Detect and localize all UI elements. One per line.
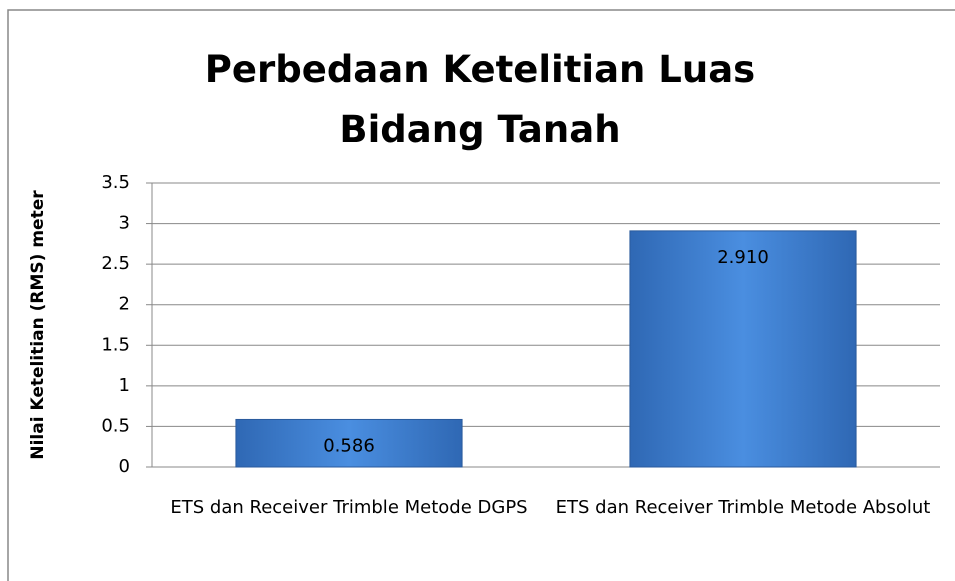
y-tick-label: 1 bbox=[119, 375, 130, 396]
bar bbox=[629, 230, 857, 468]
data-label: 2.910 bbox=[717, 247, 769, 268]
y-tick-label: 2.5 bbox=[101, 253, 130, 274]
y-tick-label: 0.5 bbox=[101, 415, 130, 436]
chart-frame bbox=[7, 9, 955, 581]
y-tick-label: 3.5 bbox=[101, 172, 130, 193]
chart-title: Perbedaan Ketelitian Luas Bidang Tanah bbox=[204, 48, 756, 151]
y-tick-label: 1.5 bbox=[101, 334, 130, 355]
x-tick-label: ETS dan Receiver Trimble Metode Absolut bbox=[555, 497, 931, 518]
x-tick-label: ETS dan Receiver Trimble Metode DGPS bbox=[170, 497, 528, 518]
y-axis-label: Nilai Ketelitian (RMS) meter bbox=[28, 190, 48, 460]
y-tick-label: 0 bbox=[119, 456, 130, 477]
data-label: 0.586 bbox=[323, 435, 375, 456]
bar bbox=[235, 418, 463, 468]
y-tick-label: 2 bbox=[119, 294, 130, 315]
y-tick-label: 3 bbox=[119, 213, 130, 234]
